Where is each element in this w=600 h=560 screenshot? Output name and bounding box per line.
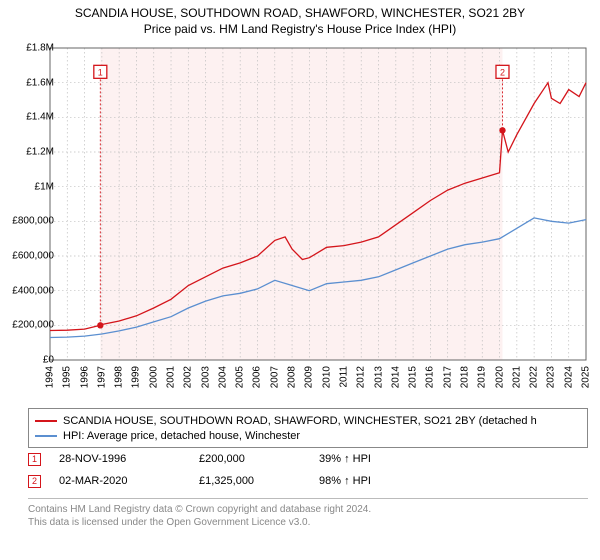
x-tick-label: 2014 [390,366,401,388]
y-tick-label: £1.8M [26,43,54,54]
chart-title-line2: Price paid vs. HM Land Registry's House … [0,22,600,36]
x-tick-label: 2019 [477,366,488,388]
x-tick-label: 2004 [217,366,228,388]
y-tick-label: £400,000 [12,285,54,296]
legend-swatch [35,420,57,422]
y-tick-label: £1.4M [26,112,54,123]
x-tick-label: 1995 [62,366,73,388]
y-tick-label: £0 [43,355,54,366]
y-tick-label: £200,000 [12,320,54,331]
x-tick-label: 1997 [96,366,107,388]
y-tick-label: £1M [35,181,54,192]
footer-line2: This data is licensed under the Open Gov… [28,516,588,529]
x-tick-label: 2007 [269,366,280,388]
x-tick-label: 1999 [131,366,142,388]
y-tick-label: £1.6M [26,77,54,88]
svg-text:1: 1 [98,67,103,77]
x-tick-label: 2011 [338,366,349,388]
legend-label: SCANDIA HOUSE, SOUTHDOWN ROAD, SHAWFORD,… [63,415,537,427]
x-tick-label: 2023 [546,366,557,388]
legend-swatch [35,435,57,437]
legend-item: SCANDIA HOUSE, SOUTHDOWN ROAD, SHAWFORD,… [35,413,581,428]
legend-item: HPI: Average price, detached house, Winc… [35,428,581,443]
x-tick-label: 2018 [459,366,470,388]
x-tick-label: 2000 [148,366,159,388]
x-tick-label: 1996 [79,366,90,388]
footer-line1: Contains HM Land Registry data © Crown c… [28,503,588,516]
transaction-marker: 2 [28,475,41,488]
x-tick-label: 2003 [200,366,211,388]
x-tick-label: 2006 [252,366,263,388]
transaction-row: 1 28-NOV-1996£200,00039% ↑ HPI [28,448,588,470]
x-tick-label: 2025 [581,366,592,388]
chart-container: SCANDIA HOUSE, SOUTHDOWN ROAD, SHAWFORD,… [0,0,600,560]
y-tick-label: £600,000 [12,251,54,262]
x-tick-label: 2024 [563,366,574,388]
x-tick-label: 2013 [373,366,384,388]
title-block: SCANDIA HOUSE, SOUTHDOWN ROAD, SHAWFORD,… [0,0,600,36]
chart-title-line1: SCANDIA HOUSE, SOUTHDOWN ROAD, SHAWFORD,… [0,6,600,20]
x-tick-label: 1998 [114,366,125,388]
transaction-hpi: 98% ↑ HPI [319,475,439,487]
legend-label: HPI: Average price, detached house, Winc… [63,430,300,442]
transaction-price: £1,325,000 [199,475,319,487]
transaction-marker: 1 [28,453,41,466]
chart-area: 12 [48,44,588,394]
x-tick-label: 2001 [166,366,177,388]
x-tick-label: 2020 [494,366,505,388]
footer: Contains HM Land Registry data © Crown c… [28,498,588,529]
x-tick-label: 2015 [408,366,419,388]
transactions-table: 1 28-NOV-1996£200,00039% ↑ HPI 2 02-MAR-202… [28,448,588,492]
x-tick-label: 2016 [425,366,436,388]
chart-svg: 12 [48,44,588,394]
x-tick-label: 2005 [235,366,246,388]
x-tick-label: 2017 [442,366,453,388]
y-tick-label: £1.2M [26,147,54,158]
x-tick-label: 2009 [304,366,315,388]
transaction-date: 28-NOV-1996 [59,453,199,465]
x-tick-label: 2021 [511,366,522,388]
transaction-date: 02-MAR-2020 [59,475,199,487]
x-tick-label: 1994 [45,366,56,388]
x-tick-label: 2012 [356,366,367,388]
transaction-hpi: 39% ↑ HPI [319,453,439,465]
transaction-row: 2 02-MAR-2020£1,325,00098% ↑ HPI [28,470,588,492]
legend: SCANDIA HOUSE, SOUTHDOWN ROAD, SHAWFORD,… [28,408,588,448]
x-tick-label: 2002 [183,366,194,388]
y-tick-label: £800,000 [12,216,54,227]
x-tick-label: 2010 [321,366,332,388]
x-tick-label: 2022 [529,366,540,388]
x-tick-label: 2008 [287,366,298,388]
svg-text:2: 2 [500,67,505,77]
transaction-price: £200,000 [199,453,319,465]
